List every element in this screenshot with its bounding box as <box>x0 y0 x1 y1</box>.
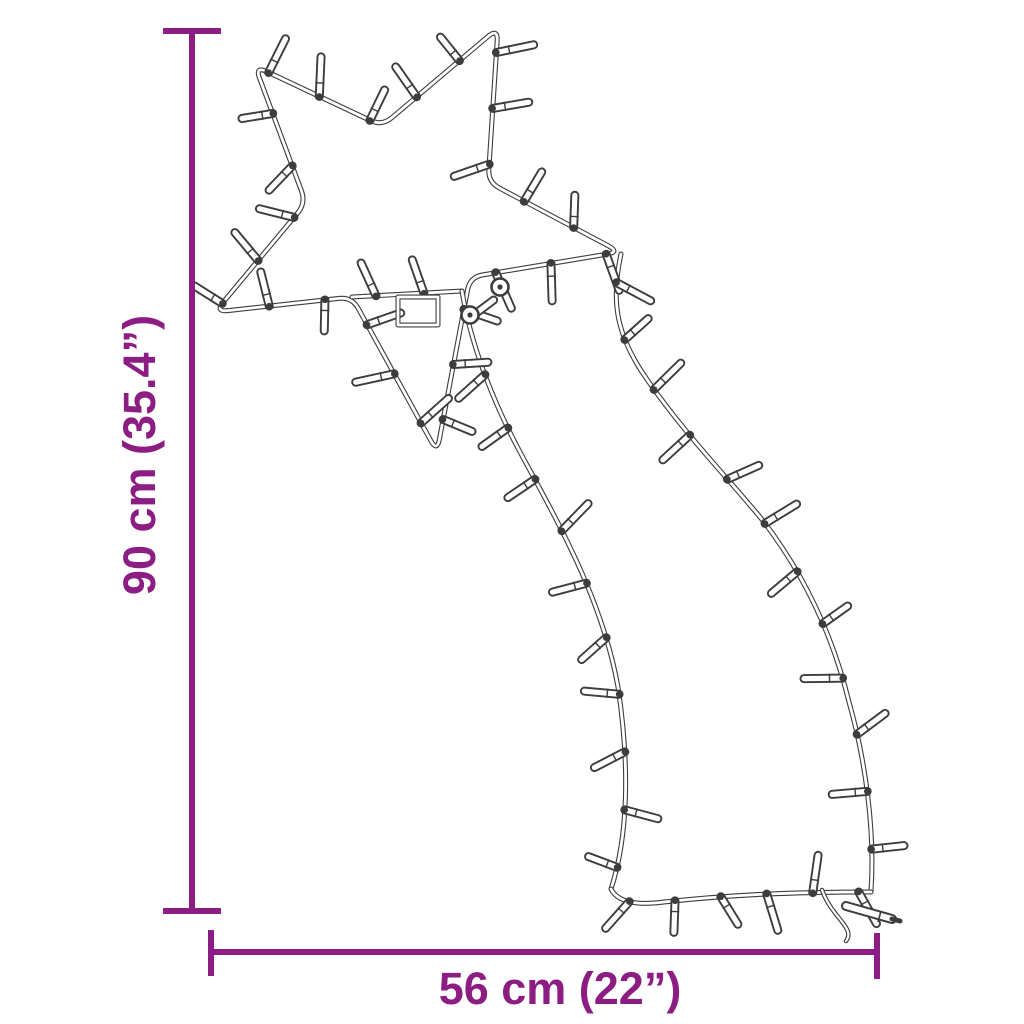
star-outline-wire-core <box>218 31 616 448</box>
led-bulb <box>449 357 493 369</box>
fixings <box>395 277 903 944</box>
led-bulb <box>438 414 477 436</box>
led-bulb <box>723 460 764 484</box>
led-bulb <box>237 108 278 124</box>
tail-right-wire-core <box>614 252 874 893</box>
led-bulb <box>519 167 547 206</box>
mounting-eyelet <box>460 305 480 325</box>
mounting-eyelet <box>490 277 510 297</box>
led-bulb <box>766 567 802 598</box>
led-bulb <box>546 259 557 306</box>
led-bulb <box>314 52 326 101</box>
led-bulb <box>818 601 853 629</box>
led-bulb <box>669 896 680 937</box>
led-bulb <box>391 62 422 102</box>
led-bulb <box>416 393 453 428</box>
led-bulb <box>649 358 686 394</box>
led-bulb <box>569 190 580 232</box>
led-bulb <box>589 747 630 773</box>
led-bulb <box>557 499 593 536</box>
led-bulb <box>254 204 299 222</box>
led-bulb <box>319 295 330 336</box>
bracket-wire-core <box>396 295 440 327</box>
led-bulb <box>264 34 290 77</box>
led-bulb <box>601 897 634 933</box>
led-bulb <box>407 255 429 298</box>
led-bulb <box>577 633 611 665</box>
led-bulb <box>454 370 490 403</box>
led-bulb <box>852 708 890 739</box>
led-bulb <box>488 97 534 113</box>
connector-plug <box>841 901 903 924</box>
led-bulbs <box>190 32 909 937</box>
led-bulb <box>716 892 743 929</box>
height-dimension-label: 90 cm (35.4”) <box>114 314 165 596</box>
led-bulb <box>477 423 513 451</box>
led-bulb <box>190 281 227 308</box>
led-bulb <box>548 578 591 597</box>
led-bulb <box>762 889 783 935</box>
led-bulb <box>491 40 539 58</box>
led-bulb <box>620 314 653 345</box>
led-bulb <box>362 308 406 330</box>
tail-left-wire-core <box>460 289 628 891</box>
width-dimension-label: 56 cm (22”) <box>438 963 682 1014</box>
led-bulb <box>867 841 909 854</box>
star-lower-wire-core <box>350 289 464 299</box>
led-bulb <box>808 850 823 898</box>
led-bulb <box>264 161 297 195</box>
led-bulb <box>365 85 390 125</box>
led-bulb <box>658 430 695 465</box>
led-bulb <box>503 474 540 503</box>
led-bulb <box>579 686 624 699</box>
led-bulb <box>799 673 848 684</box>
led-bulb <box>351 369 399 387</box>
dimension-lines <box>163 28 880 979</box>
led-bulb <box>827 786 872 799</box>
led-bulb <box>230 228 263 265</box>
led-bulb <box>449 159 494 181</box>
led-bulb <box>584 852 622 872</box>
led-bulb <box>356 258 381 301</box>
led-bulb <box>436 32 464 66</box>
power-cord-core <box>820 888 850 943</box>
led-bulb <box>256 267 274 311</box>
wire-frame <box>217 30 875 906</box>
led-bulb <box>760 499 802 528</box>
led-bulb <box>612 278 656 306</box>
led-bulb <box>620 805 663 824</box>
